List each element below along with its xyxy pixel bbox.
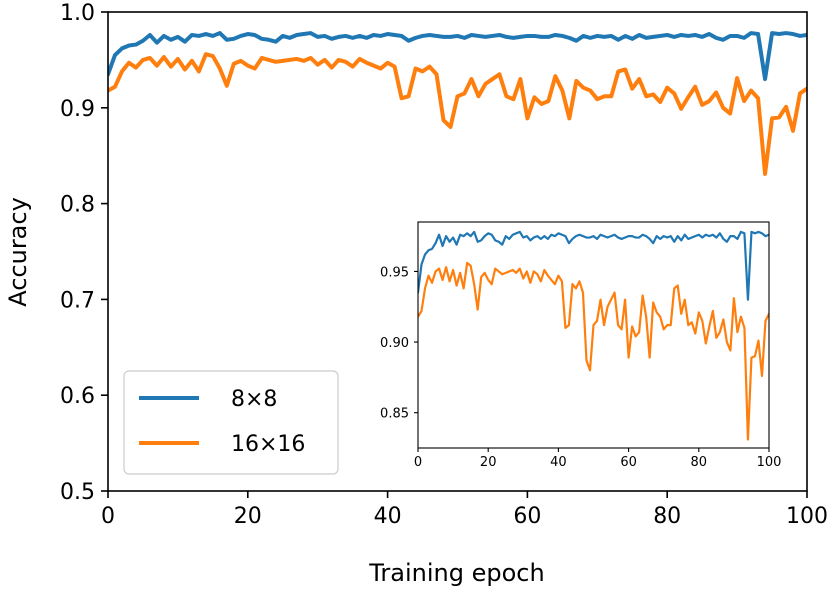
- inset-series-line-blue: [418, 230, 769, 301]
- main-y-tick-label: 0.7: [60, 288, 95, 313]
- main-series-line-blue: [108, 31, 807, 82]
- inset-x-tick-label: 20: [480, 455, 497, 470]
- inset-plot-frame: [417, 221, 770, 449]
- main-y-tick-label: 0.6: [60, 384, 95, 409]
- main-x-tick-label: 20: [234, 504, 262, 529]
- inset-x-tick-label: 60: [620, 455, 637, 470]
- main-x-tick-label: 0: [101, 504, 115, 529]
- inset-series-line-orange: [418, 261, 769, 441]
- main-y-tick-label: 1.0: [60, 1, 95, 26]
- legend: 8×8 16×16: [123, 370, 339, 475]
- legend-label: 16×16: [231, 432, 305, 457]
- inset-y-tick-label: 0.95: [380, 265, 409, 280]
- main-series-group: [108, 31, 807, 176]
- x-axis-title: Training epoch: [368, 559, 544, 587]
- main-y-tick-label: 0.9: [60, 97, 95, 122]
- inset-x-tick-label: 40: [550, 455, 567, 470]
- main-x-tick-label: 60: [513, 504, 541, 529]
- inset-y-tick-label: 0.85: [380, 407, 409, 422]
- inset-y-tick-label: 0.90: [380, 336, 409, 351]
- inset-plot: 0 20 40 60 80 100 0.85 0.90 0.95: [380, 221, 782, 470]
- main-x-tick-label: 80: [653, 504, 681, 529]
- main-series-line-orange: [108, 52, 807, 176]
- main-y-tick-label: 0.5: [60, 480, 95, 505]
- y-axis-title: Accuracy: [4, 197, 32, 307]
- legend-label: 8×8: [231, 387, 277, 412]
- main-y-tick-label: 0.8: [60, 193, 95, 218]
- main-plot-frame: [107, 11, 808, 492]
- main-x-tick-label: 100: [786, 504, 828, 529]
- inset-x-tick-label: 100: [757, 455, 782, 470]
- main-x-tick-label: 40: [374, 504, 402, 529]
- inset-series-group: [418, 230, 769, 441]
- inset-x-tick-label: 80: [691, 455, 708, 470]
- inset-x-tick-label: 0: [414, 455, 422, 470]
- main-plot: 0 20 40 60 80 100 0.5 0.6 0.7 0.8 0.9 1.0: [60, 1, 828, 529]
